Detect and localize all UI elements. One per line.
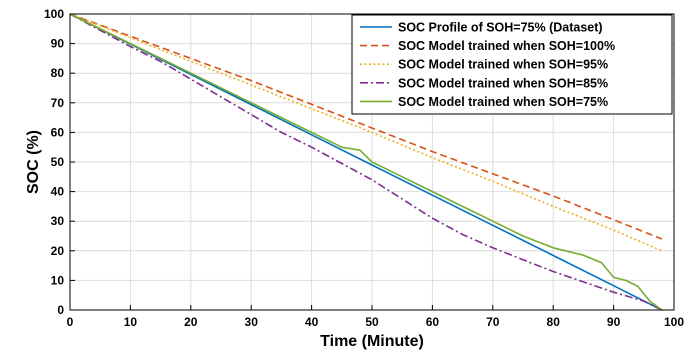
axis-ticks: 0 10 20 30 40 50 60 70 80 90 100 0 10 20 30 40 50 60 70 80 9… xyxy=(44,7,684,329)
x-tick-label: 80 xyxy=(547,315,561,329)
y-tick-label: 10 xyxy=(51,273,65,287)
x-tick-label: 30 xyxy=(245,315,259,329)
legend-box xyxy=(351,14,673,115)
y-tick-label: 60 xyxy=(51,125,65,139)
y-tick-label: 80 xyxy=(51,66,65,80)
y-tick-label: 30 xyxy=(51,214,65,228)
x-tick-label: 10 xyxy=(124,315,138,329)
series-group xyxy=(69,13,663,311)
y-tick-label: 40 xyxy=(51,185,65,199)
series-line-3 xyxy=(69,13,663,252)
x-tick-label: 40 xyxy=(305,315,319,329)
legend-label: SOC Model trained when SOH=75% xyxy=(398,95,608,109)
y-tick-label: 70 xyxy=(51,96,65,110)
y-tick-label: 50 xyxy=(51,155,65,169)
legend-label: SOC Model trained when SOH=100% xyxy=(398,39,615,53)
x-tick-label: 100 xyxy=(664,315,684,329)
x-tick-label: 50 xyxy=(365,315,379,329)
x-tick-label: 60 xyxy=(426,315,440,329)
y-axis-label: SOC (%) xyxy=(25,130,42,194)
series-line-5 xyxy=(69,13,663,311)
y-tick-label: 20 xyxy=(51,244,65,258)
legend-label: SOC Model trained when SOH=95% xyxy=(398,58,608,72)
series-line-1 xyxy=(69,13,663,311)
series-line-2 xyxy=(69,13,663,240)
y-tick-label: 0 xyxy=(57,303,64,317)
x-axis-label: Time (Minute) xyxy=(320,333,424,350)
x-tick-label: 20 xyxy=(184,315,198,329)
x-tick-label: 90 xyxy=(607,315,621,329)
y-tick-label: 100 xyxy=(44,7,64,21)
y-tick-label: 90 xyxy=(51,37,65,51)
legend-label: SOC Profile of SOH=75% (Dataset) xyxy=(398,21,603,35)
legend-label: SOC Model trained when SOH=85% xyxy=(398,76,608,90)
x-tick-label: 0 xyxy=(67,315,74,329)
legend: SOC Profile of SOH=75% (Dataset) SOC Mode… xyxy=(351,14,673,115)
x-tick-label: 70 xyxy=(486,315,500,329)
